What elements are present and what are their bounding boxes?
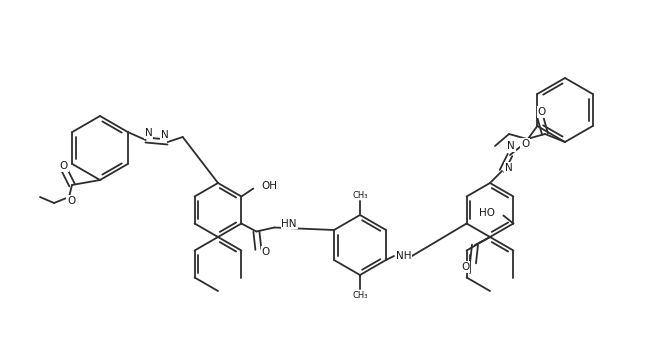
Text: O: O [67,196,75,206]
Text: HO: HO [479,207,495,217]
Text: CH₃: CH₃ [352,291,368,300]
Text: NH: NH [396,251,411,261]
Text: O: O [521,139,529,149]
Text: O: O [461,262,469,272]
Text: O: O [261,246,270,256]
Text: OH: OH [262,181,277,191]
Text: O: O [538,107,546,117]
Text: N: N [507,141,515,151]
Text: N: N [161,130,168,140]
Text: O: O [60,161,68,171]
Text: CH₃: CH₃ [352,191,368,200]
Text: HN: HN [281,218,297,228]
Text: N: N [505,163,513,173]
Text: N: N [145,128,152,138]
